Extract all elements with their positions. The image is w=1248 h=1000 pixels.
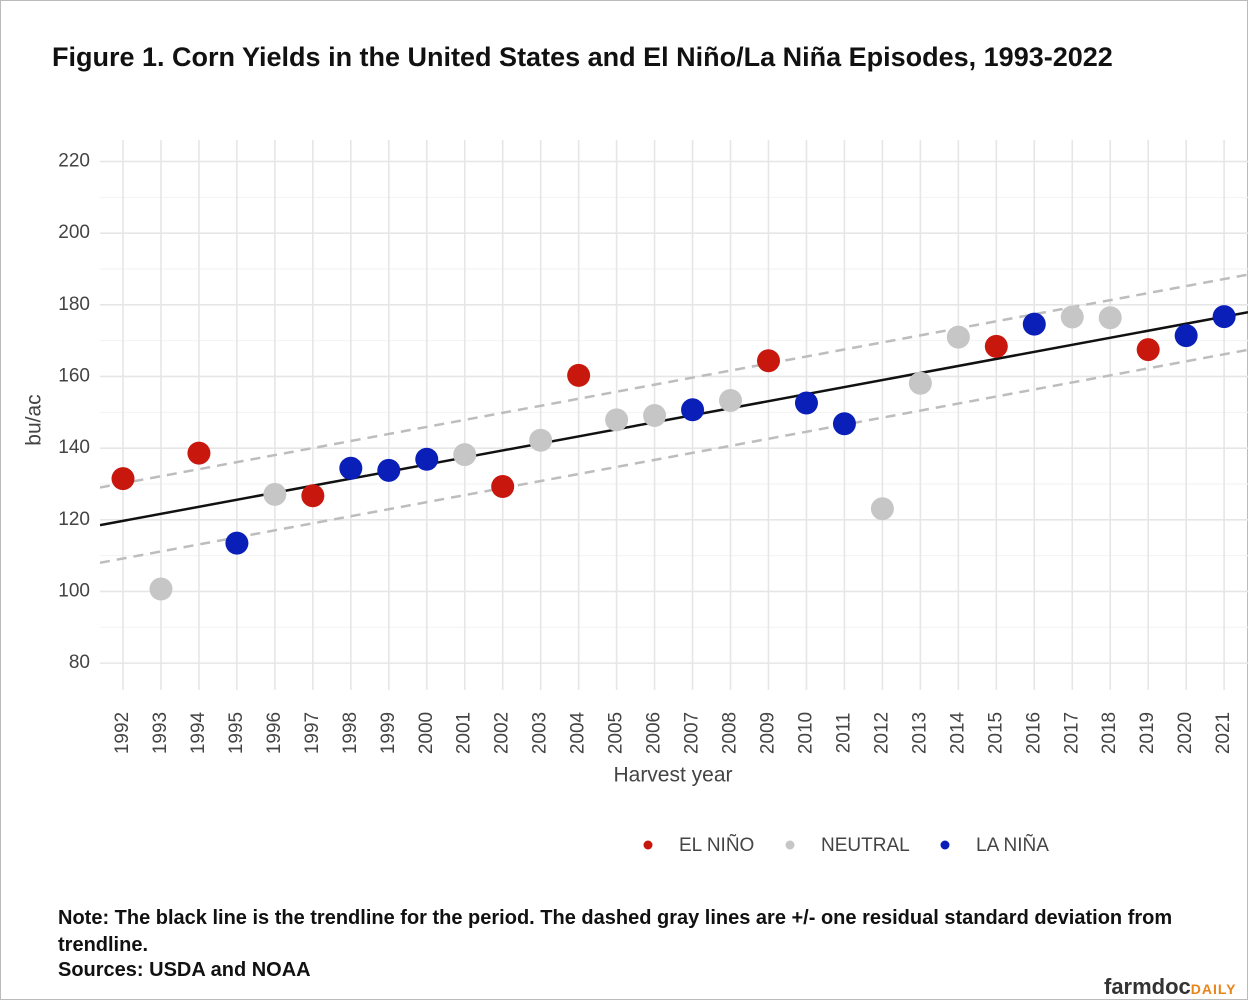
point <box>946 325 970 349</box>
point <box>605 408 629 432</box>
point <box>377 458 401 482</box>
point <box>225 531 249 555</box>
x-tick-label: 2007 <box>682 712 703 754</box>
x-tick-label: 2016 <box>1023 712 1044 754</box>
trendline <box>100 310 1248 527</box>
x-tick-label: 2015 <box>985 712 1006 754</box>
x-tick-label: 2009 <box>758 712 779 754</box>
x-tick-label: 2020 <box>1175 712 1196 754</box>
point <box>1098 306 1122 330</box>
note: Note: The black line is the trendline fo… <box>58 907 1173 956</box>
point <box>832 412 856 436</box>
points <box>111 305 1236 601</box>
x-axis-label: Harvest year <box>613 764 732 787</box>
point <box>756 349 780 373</box>
y-axis-label: bu/ac <box>23 394 46 445</box>
point <box>984 334 1008 358</box>
legend-label: LA NIÑA <box>976 834 1049 856</box>
logo: farmdocDAILY <box>1104 974 1237 1000</box>
point <box>453 443 477 467</box>
point <box>187 441 211 465</box>
y-tick-label: 220 <box>58 151 90 172</box>
point <box>111 467 135 491</box>
y-tick-label: 160 <box>58 365 90 386</box>
trend-lines <box>100 273 1248 564</box>
grid <box>100 140 1248 690</box>
point <box>643 404 667 428</box>
point <box>339 456 363 480</box>
x-tick-label: 2013 <box>909 712 930 754</box>
x-tick-label: 1998 <box>340 712 361 754</box>
point <box>263 482 287 506</box>
x-tick-label: 2001 <box>454 712 475 754</box>
x-tick-label: 2005 <box>606 712 627 754</box>
y-tick-label: 200 <box>58 222 90 243</box>
point <box>415 447 439 471</box>
y-tick-label: 100 <box>58 580 90 601</box>
x-tick-label: 1992 <box>112 712 133 754</box>
x-tick-label: 2003 <box>530 712 551 754</box>
point <box>870 497 894 521</box>
point <box>1022 312 1046 336</box>
lower-band-line <box>100 348 1248 564</box>
x-tick-label: 2002 <box>492 712 513 754</box>
x-tick-label: 2000 <box>416 712 437 754</box>
x-tick-label: 2021 <box>1213 712 1234 754</box>
legend-marker <box>940 840 950 850</box>
point <box>149 577 173 601</box>
x-tick-label: 1997 <box>302 712 323 754</box>
point <box>681 398 705 422</box>
point <box>1136 338 1160 362</box>
x-tick-label: 2004 <box>568 711 589 754</box>
x-tick-label: 1999 <box>378 712 399 754</box>
point <box>567 363 591 387</box>
x-tick-label: 2014 <box>947 711 968 754</box>
x-tick-label: 2019 <box>1137 712 1158 754</box>
point <box>491 474 515 498</box>
x-tick-label: 2017 <box>1061 712 1082 754</box>
sources: Sources: USDA and NOAA <box>58 959 311 981</box>
x-tick-label: 1993 <box>150 712 171 754</box>
x-tick-label: 2008 <box>720 712 741 754</box>
logo-suffix: DAILY <box>1190 981 1237 997</box>
legend-marker <box>643 840 653 850</box>
y-tick-label: 80 <box>69 652 90 673</box>
point <box>908 371 932 395</box>
y-tick-label: 120 <box>58 509 90 530</box>
legend-label: EL NIÑO <box>679 834 754 856</box>
x-tick-label: 2018 <box>1099 712 1120 754</box>
legend-marker <box>785 840 795 850</box>
x-tick-label: 1996 <box>264 712 285 754</box>
point <box>1212 305 1236 329</box>
upper-band-line <box>100 273 1248 489</box>
point <box>529 428 553 452</box>
x-tick-label: 2012 <box>871 712 892 754</box>
point <box>1060 305 1084 329</box>
x-tick-label: 2011 <box>833 713 854 754</box>
x-tick-label: 1994 <box>188 711 209 754</box>
point <box>719 388 743 412</box>
x-tick-label: 2006 <box>644 712 665 754</box>
point <box>1174 324 1198 348</box>
y-tick-label: 180 <box>58 294 90 315</box>
y-tick-label: 140 <box>58 437 90 458</box>
point <box>301 484 325 508</box>
x-tick-label: 2010 <box>795 712 816 754</box>
x-tick-label: 1995 <box>226 712 247 754</box>
chart-title: Figure 1. Corn Yields in the United Stat… <box>52 42 1113 72</box>
point <box>794 391 818 415</box>
legend-label: NEUTRAL <box>821 835 910 856</box>
logo-name: farmdoc <box>1104 974 1191 999</box>
